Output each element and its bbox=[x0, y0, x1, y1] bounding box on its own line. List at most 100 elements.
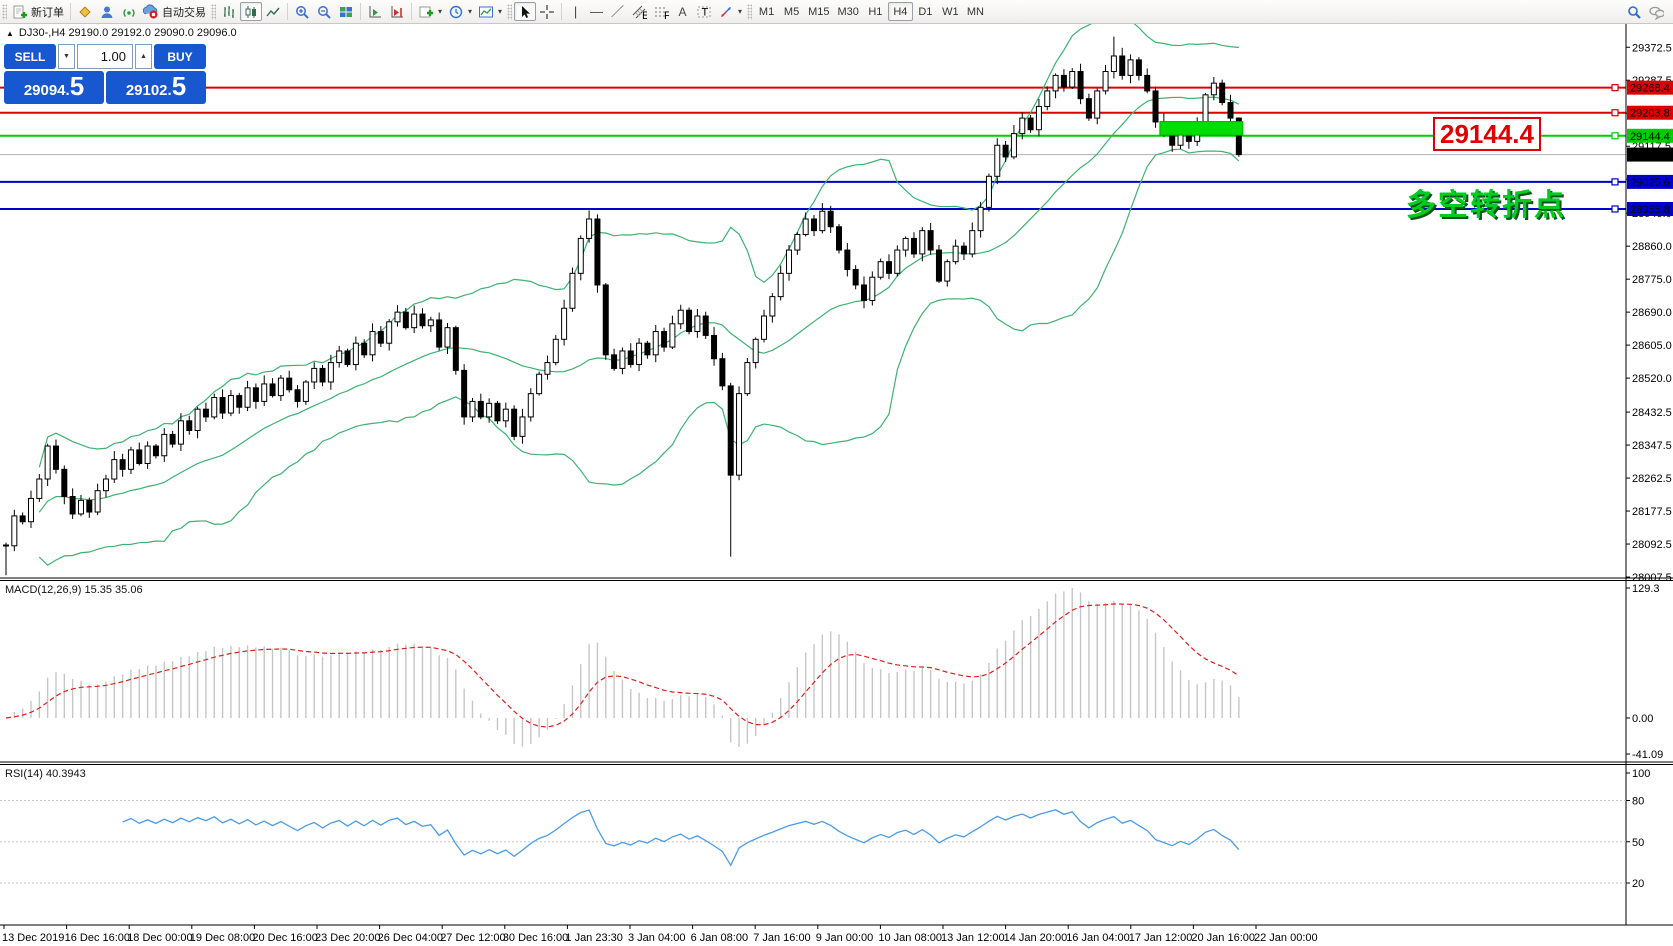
community-button[interactable] bbox=[96, 2, 118, 21]
signal-icon bbox=[121, 4, 137, 20]
buy-price-button[interactable]: 29102. 5 bbox=[106, 71, 206, 104]
arrows-button[interactable]: ▾ bbox=[715, 2, 745, 21]
highlight-rectangle[interactable] bbox=[1159, 121, 1244, 136]
svg-text:29144.4: 29144.4 bbox=[1630, 131, 1670, 143]
toolbar-grip[interactable] bbox=[2, 3, 7, 20]
line-chart-button[interactable] bbox=[262, 2, 284, 21]
template-icon bbox=[478, 4, 494, 20]
svg-text:19 Dec 08:00: 19 Dec 08:00 bbox=[190, 932, 255, 944]
algo-trading-button[interactable]: 自动交易 bbox=[140, 2, 209, 21]
timeframe-m30[interactable]: M30 bbox=[837, 5, 859, 18]
buy-button[interactable]: BUY bbox=[154, 44, 206, 69]
auto-scroll-button[interactable] bbox=[364, 2, 386, 21]
equidistant-channel-button[interactable]: E bbox=[628, 2, 650, 21]
toolbar-separator bbox=[561, 3, 563, 20]
signals-button[interactable] bbox=[118, 2, 140, 21]
chat-button[interactable] bbox=[1645, 2, 1667, 21]
svg-text:22 Jan 00:00: 22 Jan 00:00 bbox=[1254, 932, 1318, 944]
trendline-button[interactable]: ／ bbox=[607, 2, 628, 21]
new-order-button[interactable]: 新订单 bbox=[9, 2, 67, 21]
buy-price-dot: . bbox=[167, 82, 172, 99]
symbol-bar: ▲ DJ30-,H4 29190.0 29192.0 29090.0 29096… bbox=[6, 27, 237, 39]
timeframe-m15[interactable]: M15 bbox=[808, 5, 830, 18]
svg-text:26 Dec 04:00: 26 Dec 04:00 bbox=[378, 932, 443, 944]
algo-trading-icon bbox=[143, 3, 159, 20]
tile-windows-button[interactable] bbox=[335, 2, 357, 21]
dropdown-arrow-icon: ▾ bbox=[738, 7, 743, 16]
bar-chart-icon bbox=[221, 4, 237, 20]
dropdown-arrow-icon: ▾ bbox=[438, 7, 443, 16]
zoom-out-button[interactable] bbox=[313, 2, 335, 21]
search-button[interactable] bbox=[1623, 2, 1645, 21]
volume-input[interactable]: 1.00 bbox=[77, 44, 133, 69]
text-button[interactable]: A bbox=[672, 2, 693, 21]
crosshair-button[interactable] bbox=[536, 2, 558, 21]
svg-text:129.3: 129.3 bbox=[1632, 583, 1660, 595]
chart-shift-icon bbox=[389, 4, 405, 20]
svg-text:28092.5: 28092.5 bbox=[1632, 539, 1672, 551]
fibonacci-button[interactable]: F bbox=[650, 2, 672, 21]
toolbar-grip[interactable] bbox=[747, 3, 753, 20]
timeframe-mn[interactable]: MN bbox=[966, 5, 984, 18]
collapse-panel-icon[interactable]: ▲ bbox=[6, 28, 14, 38]
algo-trading-label: 自动交易 bbox=[162, 6, 206, 19]
arrows-icon bbox=[718, 4, 734, 20]
timeframe-m5[interactable]: M5 bbox=[783, 5, 800, 18]
trendline-icon: ／ bbox=[611, 4, 625, 19]
hlines-layer bbox=[0, 86, 1626, 210]
sell-price-button[interactable]: 29094. 5 bbox=[4, 71, 104, 104]
templates-button[interactable]: ▾ bbox=[475, 2, 505, 21]
svg-text:28605.0: 28605.0 bbox=[1632, 340, 1672, 352]
horizontal-line-button[interactable]: — bbox=[586, 2, 607, 21]
svg-text:-41.09: -41.09 bbox=[1632, 749, 1663, 761]
svg-text:0.00: 0.00 bbox=[1632, 713, 1653, 725]
volume-increase-button[interactable]: ▲ bbox=[135, 44, 152, 69]
rsi-layer: 100 80 50 20 bbox=[0, 768, 1650, 890]
new-order-label: 新订单 bbox=[31, 6, 64, 19]
vertical-line-button[interactable]: | bbox=[565, 2, 586, 21]
svg-text:E: E bbox=[642, 10, 647, 20]
svg-text:17 Jan 12:00: 17 Jan 12:00 bbox=[1129, 932, 1193, 944]
svg-text:29268.4: 29268.4 bbox=[1630, 83, 1670, 95]
add-indicator-button[interactable]: ▾ bbox=[415, 2, 445, 21]
volume-decrease-button[interactable]: ▼ bbox=[58, 44, 75, 69]
macd-layer: 129.3 0.00 -41.09 bbox=[5, 583, 1663, 761]
svg-text:1 Jan 23:30: 1 Jan 23:30 bbox=[565, 932, 623, 944]
svg-text:20 Dec 16:00: 20 Dec 16:00 bbox=[252, 932, 317, 944]
svg-text:29203.8: 29203.8 bbox=[1630, 108, 1670, 120]
zoom-in-icon bbox=[294, 4, 310, 20]
svg-text:16 Dec 16:00: 16 Dec 16:00 bbox=[65, 932, 130, 944]
timeframe-d1[interactable]: D1 bbox=[918, 5, 933, 18]
chart-shift-button[interactable] bbox=[386, 2, 408, 21]
toolbar-grip[interactable] bbox=[507, 3, 513, 20]
new-order-icon bbox=[12, 4, 28, 20]
search-icon bbox=[1626, 4, 1642, 20]
toolbar-separator bbox=[360, 3, 361, 20]
timeframe-m1[interactable]: M1 bbox=[758, 5, 775, 18]
zoom-in-button[interactable] bbox=[291, 2, 313, 21]
periods-button[interactable]: ▾ bbox=[445, 2, 475, 21]
timeframe-h4[interactable]: H4 bbox=[887, 2, 913, 21]
one-click-trading-panel: SELL ▼ 1.00 ▲ BUY 29094. 5 29102. 5 bbox=[4, 44, 206, 104]
svg-text:29372.5: 29372.5 bbox=[1632, 42, 1672, 54]
market-watch-button[interactable] bbox=[74, 2, 96, 21]
text-icon: A bbox=[678, 4, 687, 19]
svg-text:23 Dec 20:00: 23 Dec 20:00 bbox=[315, 932, 380, 944]
cursor-button[interactable] bbox=[514, 2, 537, 21]
toolbar-grip[interactable] bbox=[211, 3, 216, 20]
sell-price-main: 29094 bbox=[23, 82, 66, 99]
turning-point-annotation[interactable]: 多空转折点 bbox=[1406, 189, 1566, 222]
text-label-button[interactable]: T bbox=[693, 2, 715, 21]
vertical-line-icon: | bbox=[573, 4, 578, 19]
sell-button[interactable]: SELL bbox=[4, 44, 56, 69]
svg-text:6 Jan 08:00: 6 Jan 08:00 bbox=[691, 932, 749, 944]
timeframe-h1[interactable]: H1 bbox=[868, 5, 883, 18]
candlestick-chart-button[interactable] bbox=[240, 2, 262, 21]
add-indicator-icon bbox=[418, 4, 434, 20]
timeframe-w1[interactable]: W1 bbox=[942, 5, 959, 18]
price-callout-box[interactable]: 29144.4 bbox=[1433, 117, 1541, 151]
bar-chart-button[interactable] bbox=[218, 2, 240, 21]
toolbar-separator bbox=[411, 3, 412, 20]
